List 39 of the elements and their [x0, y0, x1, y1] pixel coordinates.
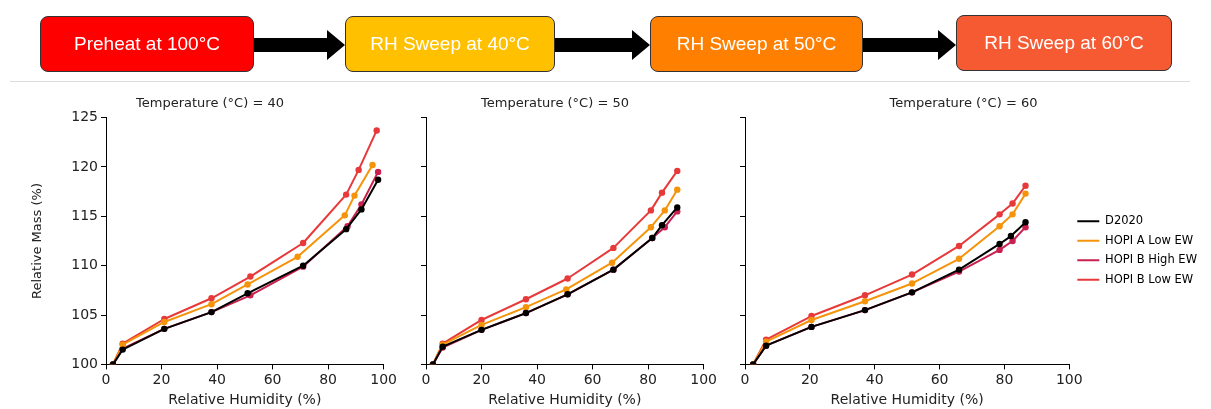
step-box: RH Sweep at 40°C: [345, 16, 555, 72]
x-tick-label: 80: [319, 371, 338, 388]
x-tick-label: 100: [690, 371, 718, 388]
step-box: RH Sweep at 60°C: [956, 15, 1172, 71]
x-tick-label: 0: [740, 371, 750, 388]
x-tick-label: 20: [472, 371, 491, 388]
x-tick-label: 60: [583, 371, 602, 388]
x-tick-label: 40: [528, 371, 546, 388]
x-tick-label: 0: [421, 371, 431, 388]
x-tick-label: 100: [1055, 371, 1083, 388]
y-tick-label: 110: [71, 256, 98, 273]
x-tick-label: 0: [101, 371, 111, 388]
x-tick-label: 60: [930, 371, 949, 388]
x-tick-label: 60: [263, 371, 282, 388]
x-axis-title: Relative Humidity (%): [488, 391, 642, 408]
x-tick-label: 20: [152, 371, 171, 388]
legend-label: HOPI B Low EW: [1105, 271, 1194, 286]
chart-title: Temperature (°C) = 60: [888, 95, 1038, 111]
x-tick-label: 20: [800, 371, 819, 388]
y-tick-label: 120: [71, 157, 98, 174]
x-tick-label: 80: [995, 371, 1014, 388]
y-tick-label: 105: [71, 305, 98, 322]
x-tick-label: 40: [208, 371, 226, 388]
y-tick-label: 100: [71, 355, 98, 372]
x-tick-label: 80: [639, 371, 658, 388]
x-tick-label: 100: [370, 371, 398, 388]
x-axis-title: Relative Humidity (%): [830, 391, 984, 408]
step-box: RH Sweep at 50°C: [650, 16, 863, 72]
y-tick-label: 125: [71, 108, 98, 125]
legend-label: HOPI B High EW: [1105, 252, 1197, 267]
x-tick-label: 40: [865, 371, 884, 388]
x-axis-title: Relative Humidity (%): [168, 391, 322, 408]
chart-title: Temperature (°C) = 50: [480, 95, 629, 111]
step-box: Preheat at 100°C: [40, 16, 254, 72]
legend-label: D2020: [1105, 213, 1144, 228]
y-axis-title: Relative Mass (%): [29, 183, 45, 299]
y-tick-label: 115: [71, 206, 98, 223]
legend-label: HOPI A Low EW: [1105, 232, 1194, 247]
chart-title: Temperature (°C) = 40: [135, 95, 284, 111]
